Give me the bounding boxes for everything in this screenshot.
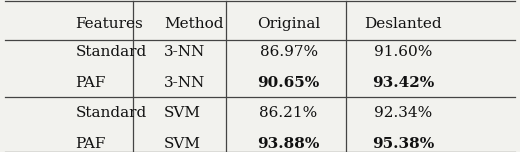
Text: Original: Original [257,17,320,31]
Text: 95.38%: 95.38% [372,137,434,151]
Text: Features: Features [75,17,143,31]
Text: 3-NN: 3-NN [164,45,205,59]
Text: Deslanted: Deslanted [364,17,442,31]
Text: 93.88%: 93.88% [257,137,320,151]
Text: SVM: SVM [164,106,201,120]
Text: Standard: Standard [75,45,147,59]
Text: 3-NN: 3-NN [164,76,205,90]
Text: 91.60%: 91.60% [374,45,432,59]
Text: 93.42%: 93.42% [372,76,434,90]
Text: 90.65%: 90.65% [257,76,320,90]
Text: Standard: Standard [75,106,147,120]
Text: PAF: PAF [75,76,106,90]
Text: 86.97%: 86.97% [259,45,318,59]
Text: Method: Method [164,17,223,31]
Text: 92.34%: 92.34% [374,106,432,120]
Text: 86.21%: 86.21% [259,106,318,120]
Text: SVM: SVM [164,137,201,151]
Text: PAF: PAF [75,137,106,151]
